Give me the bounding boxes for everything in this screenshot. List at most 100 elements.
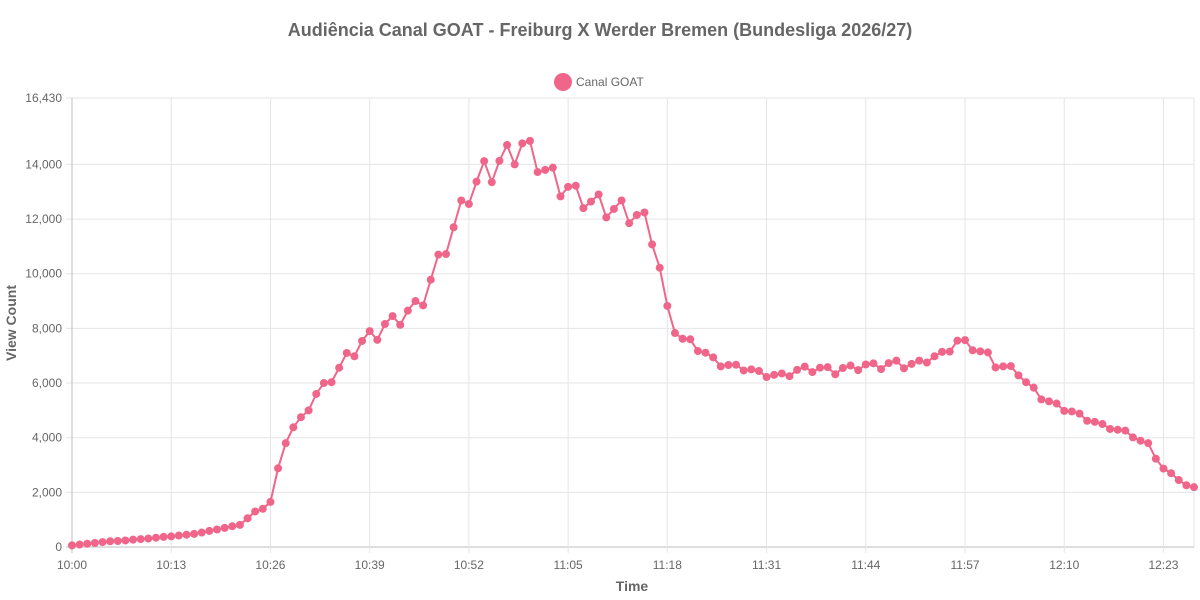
data-point[interactable]: [365, 327, 374, 336]
data-point[interactable]: [1121, 426, 1130, 435]
data-point[interactable]: [403, 306, 412, 315]
data-point[interactable]: [472, 177, 481, 186]
data-point[interactable]: [968, 346, 977, 355]
data-point[interactable]: [396, 320, 405, 329]
data-point[interactable]: [113, 536, 122, 545]
data-point[interactable]: [442, 250, 450, 259]
data-point[interactable]: [1151, 454, 1160, 463]
data-point[interactable]: [655, 263, 664, 272]
data-point[interactable]: [938, 347, 947, 356]
data-point[interactable]: [525, 136, 534, 145]
data-point[interactable]: [670, 329, 679, 338]
data-point[interactable]: [129, 535, 138, 544]
data-point[interactable]: [411, 297, 420, 306]
data-point[interactable]: [754, 367, 763, 376]
data-point[interactable]: [1052, 399, 1061, 408]
data-point[interactable]: [739, 366, 748, 375]
data-point[interactable]: [266, 497, 275, 506]
data-point[interactable]: [602, 213, 611, 222]
data-point[interactable]: [770, 370, 779, 379]
data-point[interactable]: [251, 507, 260, 516]
data-point[interactable]: [350, 352, 359, 361]
data-point[interactable]: [480, 157, 489, 166]
data-point[interactable]: [289, 423, 298, 432]
data-point[interactable]: [121, 536, 130, 545]
data-point[interactable]: [1098, 420, 1107, 429]
data-point[interactable]: [197, 528, 206, 537]
data-point[interactable]: [869, 359, 878, 368]
data-point[interactable]: [1113, 425, 1122, 434]
data-point[interactable]: [83, 539, 92, 548]
data-point[interactable]: [426, 275, 435, 284]
data-point[interactable]: [1128, 433, 1137, 442]
data-point[interactable]: [342, 348, 351, 357]
data-point[interactable]: [686, 335, 695, 344]
data-point[interactable]: [838, 364, 847, 373]
data-point[interactable]: [983, 348, 992, 357]
data-point[interactable]: [312, 389, 321, 398]
data-point[interactable]: [678, 334, 687, 343]
data-point[interactable]: [457, 196, 466, 205]
data-point[interactable]: [1174, 476, 1183, 485]
data-point[interactable]: [319, 379, 328, 388]
data-point[interactable]: [235, 520, 244, 529]
data-point[interactable]: [174, 531, 183, 540]
data-point[interactable]: [487, 178, 496, 187]
data-point[interactable]: [1167, 469, 1176, 478]
data-point[interactable]: [709, 353, 718, 362]
data-point[interactable]: [991, 363, 1000, 372]
data-point[interactable]: [594, 190, 603, 199]
data-point[interactable]: [1067, 407, 1076, 416]
data-point[interactable]: [724, 360, 733, 369]
data-point[interactable]: [617, 196, 626, 205]
data-point[interactable]: [816, 363, 824, 372]
data-point[interactable]: [1106, 424, 1115, 433]
data-point[interactable]: [747, 365, 756, 374]
data-point[interactable]: [1006, 362, 1015, 371]
data-point[interactable]: [564, 182, 573, 191]
data-point[interactable]: [1075, 409, 1084, 418]
data-point[interactable]: [296, 413, 305, 422]
data-point[interactable]: [701, 348, 710, 357]
data-point[interactable]: [106, 537, 115, 546]
data-point[interactable]: [548, 163, 557, 172]
data-point[interactable]: [930, 352, 939, 361]
data-point[interactable]: [327, 378, 336, 387]
data-point[interactable]: [1182, 481, 1191, 490]
data-point[interactable]: [999, 362, 1008, 371]
data-point[interactable]: [892, 356, 901, 365]
data-point[interactable]: [464, 200, 473, 209]
data-point[interactable]: [640, 208, 649, 217]
data-point[interactable]: [1190, 483, 1198, 492]
data-point[interactable]: [945, 347, 954, 356]
data-point[interactable]: [182, 530, 191, 539]
data-point[interactable]: [762, 373, 771, 382]
data-point[interactable]: [823, 363, 832, 372]
data-point[interactable]: [571, 181, 580, 190]
data-point[interactable]: [556, 192, 565, 201]
data-point[interactable]: [98, 538, 107, 547]
data-point[interactable]: [190, 529, 199, 538]
data-point[interactable]: [693, 347, 702, 356]
data-point[interactable]: [503, 141, 512, 150]
data-point[interactable]: [419, 301, 428, 310]
data-point[interactable]: [732, 360, 741, 369]
data-point[interactable]: [609, 204, 618, 213]
data-point[interactable]: [243, 514, 252, 523]
data-point[interactable]: [663, 301, 672, 310]
data-point[interactable]: [1159, 464, 1168, 473]
data-point[interactable]: [167, 532, 176, 541]
data-point[interactable]: [625, 219, 634, 228]
data-point[interactable]: [373, 335, 382, 344]
data-point[interactable]: [587, 197, 596, 206]
data-point[interactable]: [335, 363, 344, 372]
data-point[interactable]: [213, 525, 222, 534]
data-point[interactable]: [1060, 406, 1069, 415]
data-point[interactable]: [151, 533, 160, 542]
data-point[interactable]: [90, 538, 99, 547]
data-point[interactable]: [915, 356, 924, 365]
data-point[interactable]: [449, 223, 458, 232]
data-point[interactable]: [831, 370, 840, 379]
data-point[interactable]: [75, 540, 84, 549]
data-point[interactable]: [228, 522, 237, 531]
